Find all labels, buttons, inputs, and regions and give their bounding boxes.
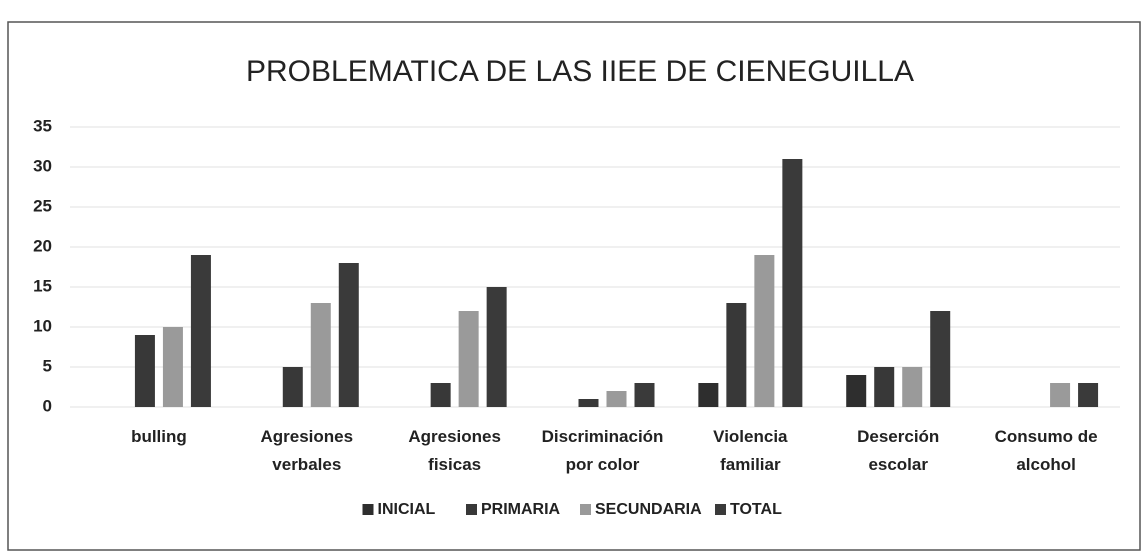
bar	[458, 311, 479, 407]
y-tick-label: 15	[33, 276, 52, 295]
bar	[310, 303, 331, 407]
y-tick-label: 5	[43, 356, 52, 375]
legend-label: INICIAL	[378, 501, 436, 518]
y-tick-label: 25	[33, 196, 52, 215]
bar	[134, 335, 155, 407]
bar	[874, 367, 895, 407]
bar	[1050, 383, 1071, 407]
legend-swatch	[715, 504, 726, 515]
bar	[486, 287, 507, 407]
bar	[162, 327, 183, 407]
bar	[754, 255, 775, 407]
x-tick-label: Deserción escolar	[857, 427, 939, 474]
y-tick-label: 10	[33, 316, 52, 335]
bar	[782, 159, 803, 407]
bar	[902, 367, 923, 407]
x-tick-label: Violencia familiar	[713, 427, 788, 474]
bar	[578, 399, 599, 407]
x-tick-label: Discriminación por color	[542, 427, 664, 474]
bar	[698, 383, 719, 407]
bar	[726, 303, 747, 407]
y-tick-label: 0	[43, 396, 52, 415]
bar	[190, 255, 211, 407]
bar	[846, 375, 867, 407]
x-tick-label: Consumo de alcohol	[995, 427, 1098, 474]
bar	[634, 383, 655, 407]
legend-swatch	[580, 504, 591, 515]
chart-title: PROBLEMATICA DE LAS IIEE DE CIENEGUILLA	[246, 55, 914, 88]
bar	[338, 263, 359, 407]
x-tick-label: Agresiones fisicas	[408, 427, 501, 474]
legend-swatch	[362, 504, 374, 515]
legend-swatch	[466, 504, 477, 515]
bar	[606, 391, 627, 407]
y-tick-label: 20	[33, 236, 52, 255]
legend-label: SECUNDARIA	[595, 501, 702, 518]
bar	[282, 367, 303, 407]
legend-label: TOTAL	[730, 501, 782, 518]
bar	[930, 311, 951, 407]
legend-label: PRIMARIA	[481, 501, 561, 518]
y-tick-label: 30	[33, 156, 52, 175]
y-tick-label: 35	[33, 116, 52, 135]
x-tick-label: Agresiones verbales	[260, 427, 353, 474]
bar	[430, 383, 451, 407]
x-tick-label: bulling	[131, 427, 187, 446]
bar	[1078, 383, 1099, 407]
